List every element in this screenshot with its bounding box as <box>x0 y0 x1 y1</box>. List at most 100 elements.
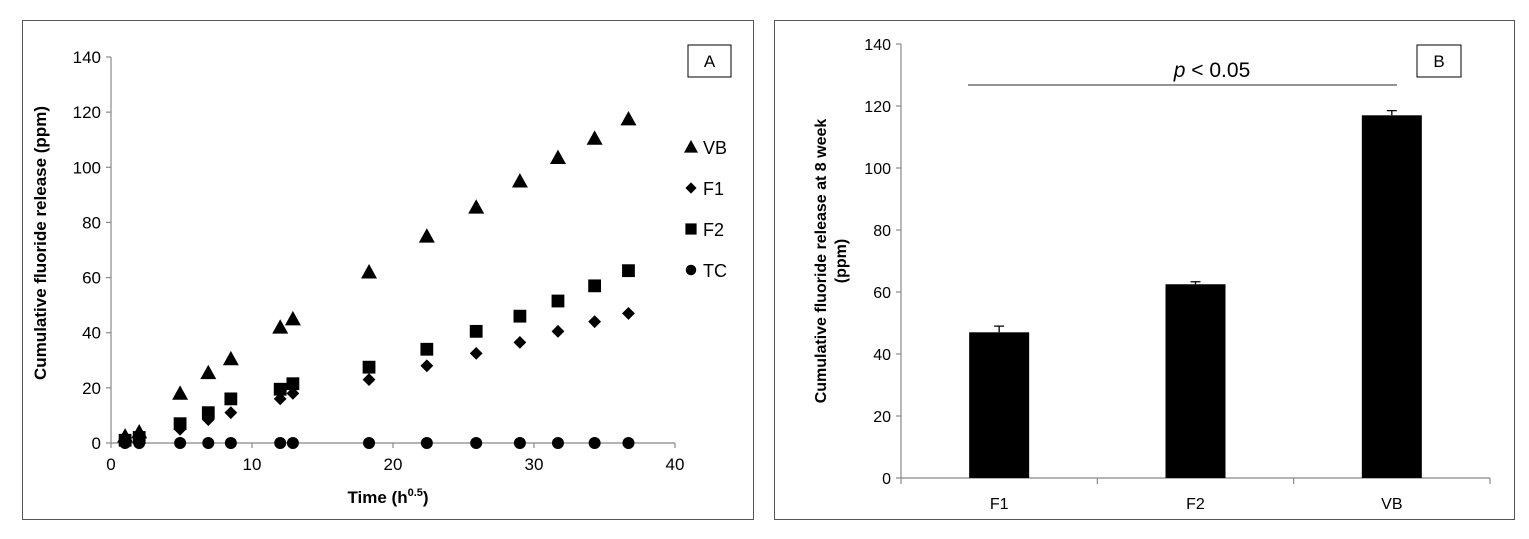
a-point-f2 <box>273 382 287 396</box>
a-y-tick-label: 100 <box>73 158 101 177</box>
a-point-f1 <box>513 335 527 349</box>
b-error-bar-f1 <box>994 325 1005 333</box>
a-point-vb <box>272 319 289 334</box>
a-y-tick-label: 60 <box>82 269 101 288</box>
a-point-tc <box>551 437 564 449</box>
a-legend-marker-tc <box>685 264 697 276</box>
a-legend-label-tc: TC <box>703 261 727 281</box>
a-point-f1 <box>622 307 635 320</box>
a-point-tc <box>622 437 635 449</box>
a-legend-marker-f2 <box>685 223 697 235</box>
a-point-f1 <box>362 373 376 386</box>
a-y-tick-label: 80 <box>82 213 101 232</box>
b-error-bar-vb <box>1386 110 1397 116</box>
a-point-f2 <box>362 360 376 374</box>
b-panel-label: B <box>1433 52 1444 71</box>
a-point-f1 <box>588 315 602 329</box>
b-y-tick-label: 0 <box>882 471 891 488</box>
a-point-tc <box>202 437 215 449</box>
a-point-vb <box>200 364 217 380</box>
a-y-tick-label: 140 <box>73 48 101 67</box>
b-bar-f1 <box>969 332 1030 478</box>
a-legend-label-vb: VB <box>703 138 727 158</box>
b-y-tick-label: 80 <box>873 223 891 240</box>
a-point-vb <box>361 264 378 279</box>
a-x-axis-label-close: ) <box>423 488 429 507</box>
a-point-tc <box>286 437 299 449</box>
a-y-tick-label: 40 <box>82 324 101 343</box>
b-significance-annotation: p < 0.05 <box>1173 59 1251 82</box>
b-p-value: < 0.05 <box>1185 59 1250 82</box>
a-point-f1 <box>286 386 300 400</box>
a-point-f2 <box>420 342 434 356</box>
a-x-axis-label: Time (h0.5) <box>347 487 428 507</box>
b-y-tick-label: 100 <box>864 161 891 178</box>
b-panel-label-box <box>1416 44 1462 78</box>
a-point-tc <box>363 437 376 449</box>
a-point-f1 <box>469 346 483 360</box>
a-point-vb <box>222 350 239 366</box>
b-category-label-f2: F2 <box>1186 496 1205 513</box>
b-p-italic: p <box>1173 59 1186 82</box>
b-y-tick-label: 40 <box>873 347 891 364</box>
a-y-axis-label: Cumulative fluoride release (ppm) <box>31 106 50 380</box>
a-point-tc <box>588 437 601 449</box>
a-panel-label-box <box>687 44 732 78</box>
bar-chart-svg: 0 20 40 60 80 100 120 140 F1 F2 VB Cumulative flu… <box>813 37 1491 513</box>
b-bar-f2 <box>1165 284 1226 478</box>
a-point-vb <box>586 130 603 145</box>
a-y-tick-label: 120 <box>73 103 101 122</box>
a-point-vb <box>418 228 435 243</box>
a-x-tick-label: 0 <box>106 455 115 474</box>
a-point-f2 <box>551 294 565 308</box>
a-legend-label-f2: F2 <box>703 220 724 240</box>
a-point-f2 <box>201 406 215 420</box>
a-x-tick-label: 40 <box>666 455 685 474</box>
panel-a-scatter-chart: 0 20 40 60 80 100 120 140 0 10 20 30 40 VB F1 F2 TC Cum… <box>22 20 754 520</box>
a-point-f2 <box>588 279 602 293</box>
b-y-tick-label: 60 <box>873 285 891 302</box>
a-y-tick-label: 20 <box>82 379 101 398</box>
panel-b-bar-chart: 0 20 40 60 80 100 120 140 F1 F2 VB Cumulative flu… <box>774 20 1515 520</box>
a-point-vb <box>620 111 637 126</box>
a-point-tc <box>224 437 237 449</box>
a-point-tc <box>420 437 433 449</box>
a-point-vb <box>468 199 485 214</box>
a-point-f2 <box>513 309 527 323</box>
a-legend-marker-vb <box>684 140 698 153</box>
a-x-tick-label: 30 <box>525 455 544 474</box>
a-x-axis-label-superscript: 0.5 <box>408 487 423 499</box>
a-x-axis-label-main: Time (h <box>347 488 407 507</box>
a-point-f2 <box>622 264 635 278</box>
a-point-f1 <box>273 392 287 406</box>
a-point-tc <box>513 437 526 449</box>
a-point-f2 <box>173 417 187 431</box>
b-category-label-vb: VB <box>1381 496 1402 513</box>
a-y-tick-label: 0 <box>92 434 101 453</box>
b-y-tick-label: 20 <box>873 409 891 426</box>
a-point-vb <box>549 149 566 165</box>
a-point-f1 <box>551 324 565 338</box>
a-point-f2 <box>286 377 300 391</box>
scatter-chart-svg: 0 20 40 60 80 100 120 140 0 10 20 30 40 VB F1 F2 TC Cum… <box>31 44 732 507</box>
a-point-vb <box>172 385 189 400</box>
a-legend-label-f1: F1 <box>703 179 724 199</box>
a-point-f1 <box>224 406 238 420</box>
a-legend-marker-f1 <box>685 182 697 194</box>
b-category-label-f1: F1 <box>990 496 1009 513</box>
b-y-tick-label: 120 <box>864 99 891 116</box>
a-point-f1 <box>420 359 434 373</box>
b-y-axis-label-line1: Cumulative fluoride release at 8 week <box>813 119 830 404</box>
a-point-tc <box>119 437 132 449</box>
b-y-tick-label: 140 <box>864 37 891 54</box>
a-point-tc <box>470 437 483 449</box>
b-y-axis-label-line2: (ppm) <box>833 239 850 283</box>
a-panel-label: A <box>704 52 716 71</box>
a-point-tc <box>174 437 187 449</box>
a-point-vb <box>511 173 528 188</box>
a-point-tc <box>274 437 287 449</box>
b-error-bar-f2 <box>1190 281 1201 285</box>
a-point-tc <box>133 437 146 449</box>
b-bar-vb <box>1361 115 1422 479</box>
a-point-f2 <box>224 392 238 406</box>
